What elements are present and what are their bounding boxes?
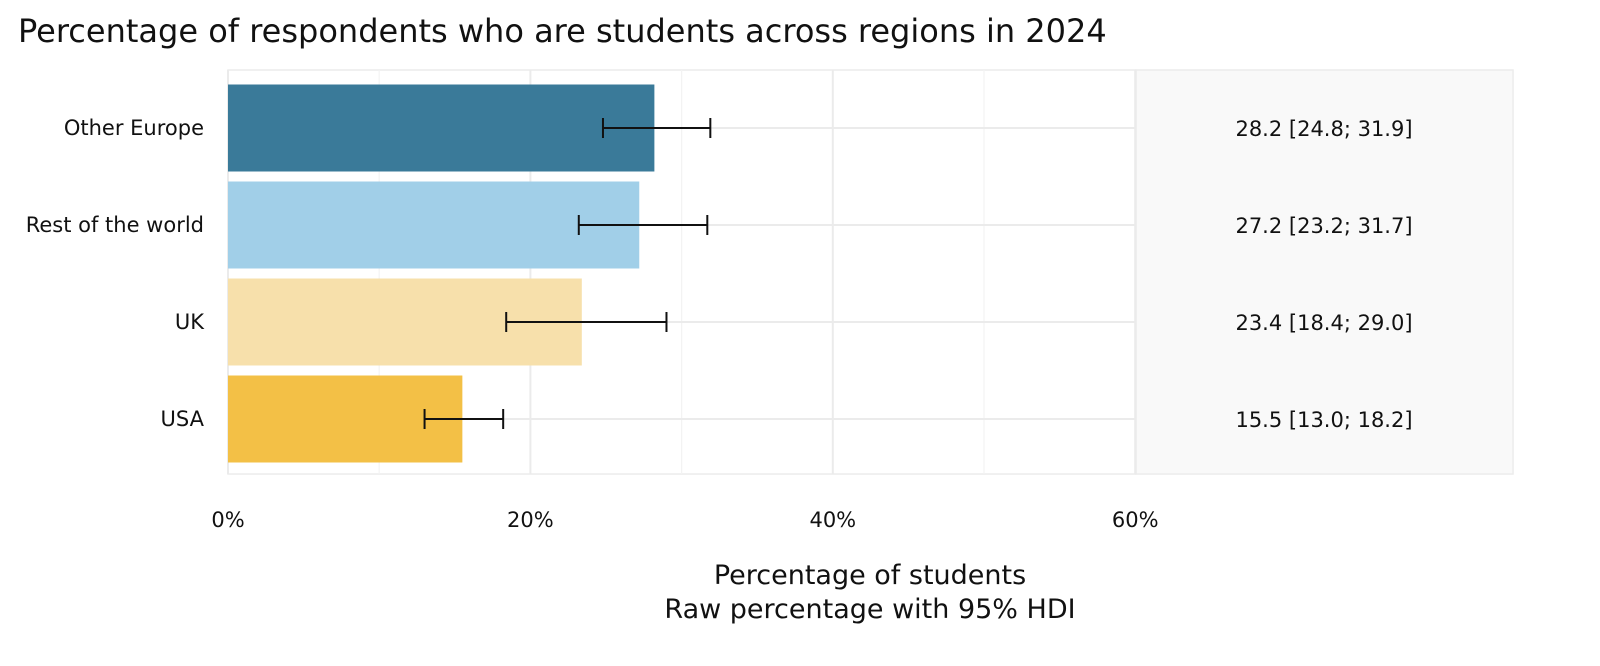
value-annotation: 15.5 [13.0; 18.2]	[1235, 408, 1412, 432]
category-labels-group: Other Europe Rest of the world UK USA	[26, 116, 206, 431]
category-label: UK	[175, 310, 205, 334]
x-tick-label: 40%	[809, 508, 856, 532]
x-tick-label: 60%	[1112, 508, 1159, 532]
bars-group	[228, 84, 655, 463]
annotation-labels-group: 28.2 [24.8; 31.9] 27.2 [23.2; 31.7] 23.4 […	[1235, 117, 1412, 432]
value-annotation: 27.2 [23.2; 31.7]	[1235, 214, 1412, 238]
bar-1	[228, 181, 640, 269]
tick-labels-group: 0% 20% 40% 60%	[211, 508, 1158, 532]
category-label: USA	[161, 407, 205, 431]
chart-title: Percentage of respondents who are studen…	[18, 12, 1107, 50]
category-label: Rest of the world	[26, 213, 204, 237]
bar-0	[228, 84, 655, 172]
annotation-panel	[1135, 69, 1514, 475]
x-axis-title: Percentage of students	[714, 560, 1026, 591]
value-annotation: 23.4 [18.4; 29.0]	[1235, 311, 1412, 335]
x-axis-subtitle: Raw percentage with 95% HDI	[664, 594, 1075, 625]
x-tick-label: 0%	[211, 508, 244, 532]
category-label: Other Europe	[64, 116, 204, 140]
error-bars-group	[423, 118, 712, 429]
x-tick-label: 20%	[507, 508, 554, 532]
value-annotation: 28.2 [24.8; 31.9]	[1235, 117, 1412, 141]
bar-3	[228, 375, 463, 463]
